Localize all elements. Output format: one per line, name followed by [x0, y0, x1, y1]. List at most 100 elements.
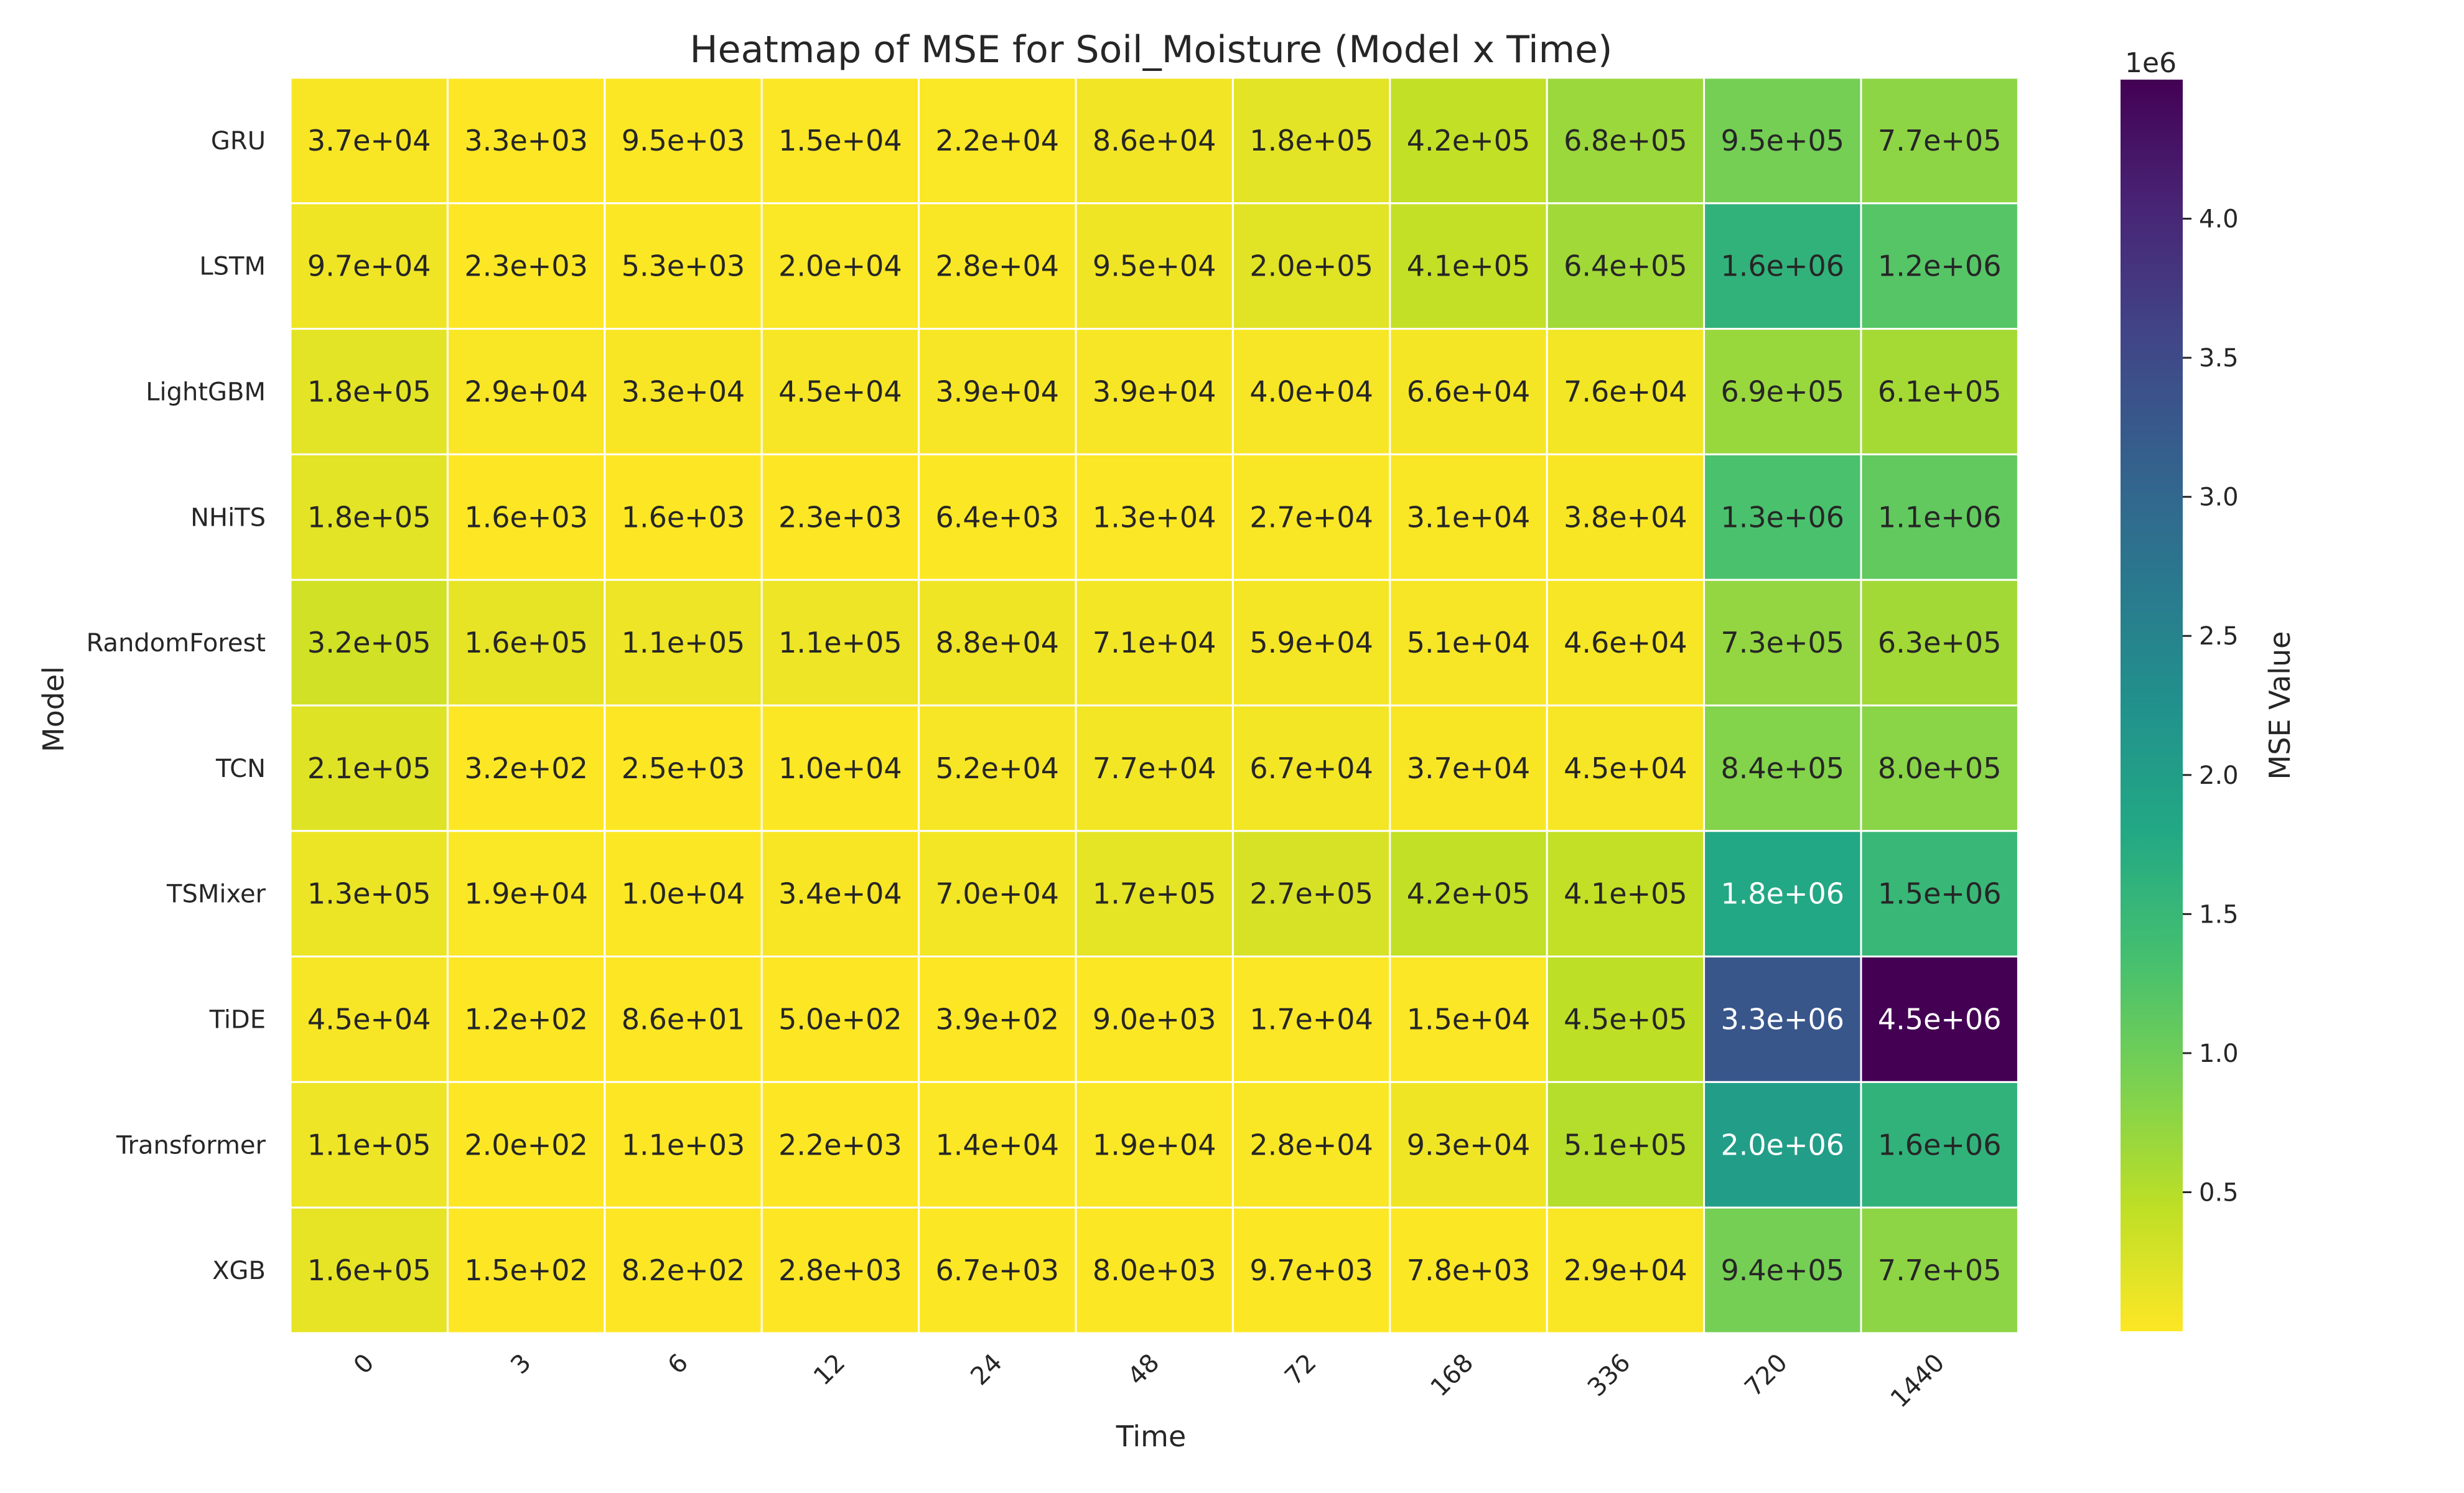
cell-value-label: 6.1e+05 — [1878, 375, 2002, 409]
heatmap-cell — [446, 77, 606, 205]
colorbar-label: MSE Value — [2263, 631, 2297, 780]
cell-value-label: 3.7e+04 — [1407, 751, 1531, 785]
cell-value-label: 7.7e+05 — [1878, 124, 2002, 157]
heatmap-cell — [289, 1206, 449, 1334]
cell-value-label: 1.8e+05 — [307, 500, 431, 534]
cell-value-label: 4.0e+04 — [1249, 375, 1373, 409]
x-tick-label: 48 — [1122, 1349, 1165, 1392]
heatmap-cell — [1075, 579, 1234, 707]
cell-value-label: 1.6e+03 — [622, 500, 745, 534]
x-tick-label: 24 — [965, 1349, 1008, 1392]
heatmap-cell — [1860, 956, 2019, 1083]
cell-value-label: 9.5e+05 — [1721, 124, 1845, 157]
cell-value-label: 3.2e+05 — [307, 626, 431, 659]
cell-value-label: 3.9e+04 — [1093, 375, 1216, 409]
cell-value-label: 1.6e+03 — [464, 500, 588, 534]
heatmap-cell — [289, 704, 449, 832]
heatmap-cell — [1075, 453, 1234, 581]
colorbar-gradient — [2121, 80, 2183, 1331]
cell-value-label: 4.2e+05 — [1407, 877, 1531, 911]
cell-value-label: 2.8e+04 — [936, 249, 1060, 283]
cell-value-label: 7.1e+04 — [1093, 626, 1216, 659]
heatmap-cell — [289, 1081, 449, 1209]
cell-value-label: 4.5e+06 — [1878, 1003, 2002, 1036]
cell-value-label: 3.3e+04 — [622, 375, 745, 409]
cell-value-label: 6.4e+03 — [936, 500, 1060, 534]
heatmap-cell — [1860, 1081, 2019, 1209]
heatmap-cell — [1860, 453, 2019, 581]
x-tick-label: 168 — [1426, 1349, 1480, 1403]
heatmap-cell — [760, 956, 920, 1083]
cell-value-label: 2.8e+04 — [1249, 1128, 1373, 1161]
heatmap-cell — [604, 202, 763, 330]
cell-value-label: 6.9e+05 — [1721, 375, 1845, 409]
y-tick-label: TiDE — [209, 1006, 266, 1035]
heatmap-cell — [918, 1206, 1077, 1334]
cell-value-label: 3.7e+04 — [307, 124, 431, 157]
heatmap-cell — [760, 1206, 920, 1334]
heatmap-cell — [604, 1206, 763, 1334]
colorbar-tick-label: 1.5 — [2199, 900, 2239, 929]
heatmap-cell — [1075, 328, 1234, 455]
cell-value-label: 1.2e+06 — [1878, 249, 2002, 283]
heatmap-cell — [1075, 1206, 1234, 1334]
colorbar-tick-label: 3.5 — [2199, 344, 2239, 373]
x-tick-label: 72 — [1279, 1349, 1322, 1392]
cell-value-label: 2.0e+02 — [464, 1128, 588, 1161]
cell-value-label: 5.1e+04 — [1407, 626, 1531, 659]
heatmap-cell — [1703, 830, 1862, 958]
heatmap-cell — [760, 579, 920, 707]
cell-value-label: 1.7e+04 — [1249, 1003, 1373, 1036]
heatmap-cell — [760, 830, 920, 958]
heatmap-cell — [1860, 328, 2019, 455]
cell-value-label: 2.7e+04 — [1249, 500, 1373, 534]
cell-value-label: 1.8e+06 — [1721, 877, 1845, 911]
x-tick-label: 720 — [1739, 1349, 1793, 1403]
colorbar-tick-label: 1.0 — [2199, 1040, 2239, 1068]
heatmap-cell — [1546, 830, 1706, 958]
heatmap-cell — [446, 453, 606, 581]
heatmap-cell — [446, 956, 606, 1083]
heatmap-cell — [1860, 77, 2019, 205]
heatmap-grid: 3.7e+04 3.3e+03 9.5e+03 1.5e+04 2.2e+04 8.6e+… — [289, 77, 2019, 1334]
heatmap-cell — [1231, 956, 1391, 1083]
cell-value-label: 1.1e+06 — [1878, 500, 2002, 534]
cell-value-label: 4.1e+05 — [1564, 877, 1687, 911]
y-tick-label: LightGBM — [146, 378, 266, 407]
colorbar-tick-label: 2.0 — [2199, 761, 2239, 790]
heatmap-cell — [918, 328, 1077, 455]
cell-value-label: 4.2e+05 — [1407, 124, 1531, 157]
cell-value-label: 1.6e+05 — [464, 626, 588, 659]
cell-value-label: 1.8e+05 — [1249, 124, 1373, 157]
cell-value-label: 1.5e+04 — [778, 124, 902, 157]
cell-value-label: 2.1e+05 — [307, 751, 431, 785]
cell-value-label: 8.0e+05 — [1878, 751, 2002, 785]
heatmap-cell — [1231, 453, 1391, 581]
cell-value-label: 3.2e+02 — [464, 751, 588, 785]
colorbar: 1e6 0.5 1.0 1.5 2.0 2.5 3.0 3.5 4.0 MSE Value — [2121, 47, 2297, 1331]
heatmap-cell — [604, 77, 763, 205]
x-tick-labels: 0 3 6 12 24 48 72 168 336 720 1440 — [348, 1349, 1951, 1414]
y-tick-label: LSTM — [199, 253, 266, 281]
x-tick-label: 3 — [505, 1349, 537, 1380]
heatmap-cell — [1389, 77, 1548, 205]
heatmap-cell — [1860, 579, 2019, 707]
x-tick-label: 1440 — [1885, 1349, 1951, 1414]
colorbar-tick-label: 4.0 — [2199, 205, 2239, 234]
cell-value-label: 1.0e+04 — [622, 877, 745, 911]
heatmap-cell — [446, 202, 606, 330]
cell-value-label: 3.4e+04 — [778, 877, 902, 911]
cell-value-label: 4.6e+04 — [1564, 626, 1687, 659]
cell-value-label: 2.9e+04 — [1564, 1253, 1687, 1287]
cell-value-label: 2.5e+03 — [622, 751, 745, 785]
heatmap-cell — [918, 202, 1077, 330]
cell-value-label: 4.1e+05 — [1407, 249, 1531, 283]
cell-value-label: 6.3e+05 — [1878, 626, 2002, 659]
cell-value-label: 7.7e+05 — [1878, 1253, 2002, 1287]
heatmap-cell — [1546, 1081, 1706, 1209]
heatmap-cell — [1703, 1081, 1862, 1209]
heatmap-cell — [289, 328, 449, 455]
cell-value-label: 4.5e+04 — [778, 375, 902, 409]
y-tick-label: GRU — [211, 127, 266, 156]
